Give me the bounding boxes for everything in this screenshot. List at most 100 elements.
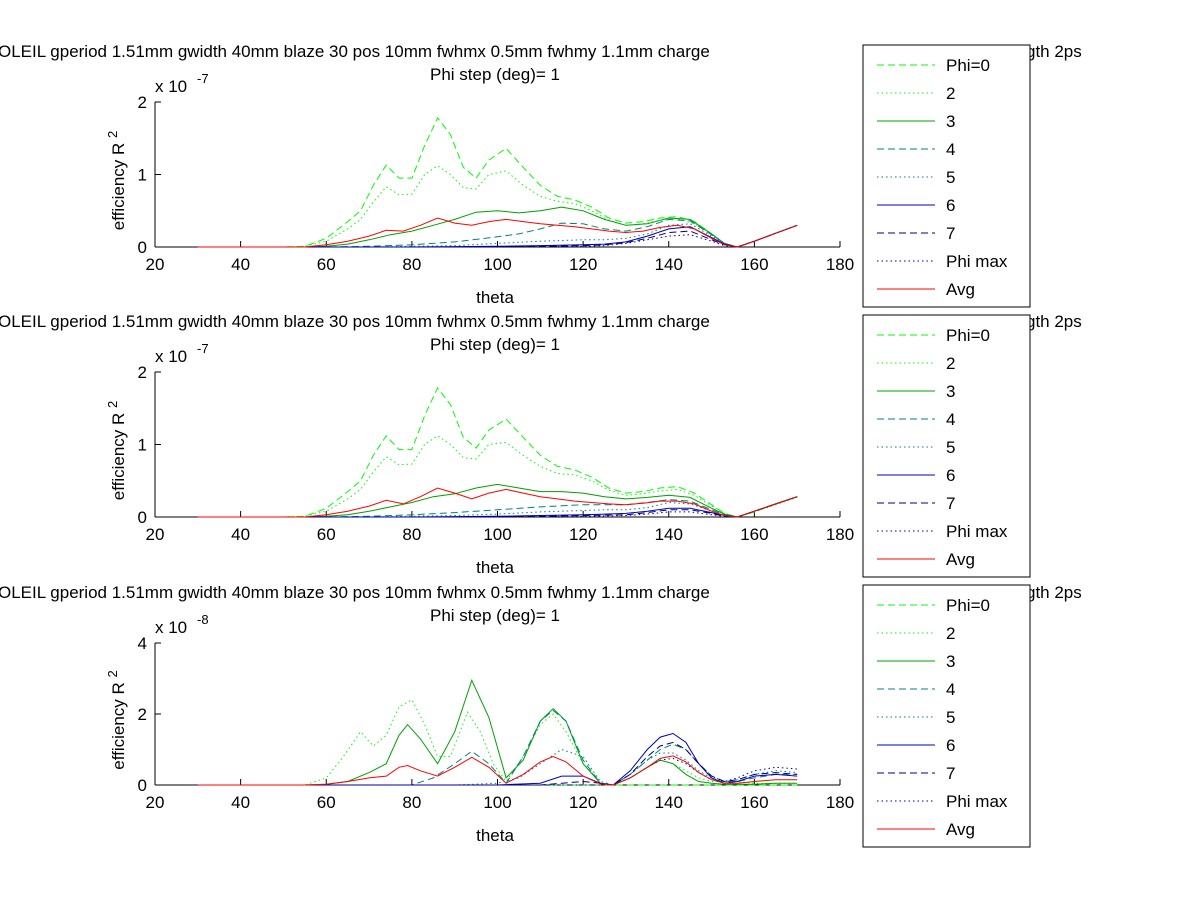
chart-panel-1: OLEIL gperiod 1.51mm gwidth 40mm blaze 3…: [0, 42, 1082, 308]
legend-label: 4: [946, 410, 955, 429]
legend-label: 3: [946, 652, 955, 671]
y-tick-label: 0: [138, 508, 147, 527]
legend-label: 6: [946, 196, 955, 215]
series-line-4: [197, 218, 798, 248]
legend: Phi=0 2 3 4 5 6 7 Phi max Avg: [862, 584, 1031, 848]
y-tick-label: 1: [138, 436, 147, 455]
y-tick-label: 4: [138, 634, 147, 653]
legend-label: 5: [946, 438, 955, 457]
legend-label: 2: [946, 354, 955, 373]
legend-label: 2: [946, 84, 955, 103]
x-tick-label: 40: [231, 525, 250, 544]
legend-label: 7: [946, 224, 955, 243]
y-exponent-value: -8: [197, 612, 209, 627]
x-axis-label: theta: [476, 288, 514, 307]
y-tick-label: 0: [138, 238, 147, 257]
series-line-7: [197, 741, 798, 786]
y-tick-label: 2: [138, 363, 147, 382]
y-exponent-label: x 10: [155, 347, 187, 366]
series-line-3: [197, 678, 798, 786]
legend-label: Phi=0: [946, 56, 990, 75]
x-axis-label: theta: [476, 558, 514, 577]
series-line-8: [197, 224, 798, 248]
legend-label: 7: [946, 764, 955, 783]
legend-label: Phi max: [946, 792, 1008, 811]
x-tick-label: 20: [146, 525, 165, 544]
chart-panel-3: OLEIL gperiod 1.51mm gwidth 40mm blaze 3…: [0, 583, 1082, 848]
chart-subtitle: Phi step (deg)= 1: [430, 335, 560, 354]
y-exponent-value: -7: [197, 71, 209, 86]
x-tick-label: 80: [402, 525, 421, 544]
legend-label: 3: [946, 382, 955, 401]
x-tick-label: 160: [740, 525, 768, 544]
x-tick-label: 100: [483, 793, 511, 812]
y-axis-label: efficiency R 2: [105, 401, 128, 501]
legend-label: 4: [946, 140, 955, 159]
chart-title: OLEIL gperiod 1.51mm gwidth 40mm blaze 3…: [0, 42, 710, 61]
x-tick-label: 100: [483, 255, 511, 274]
chart-title: OLEIL gperiod 1.51mm gwidth 40mm blaze 3…: [0, 583, 710, 602]
x-tick-label: 20: [146, 255, 165, 274]
series-line-9: [197, 755, 798, 786]
y-tick-label: 1: [138, 166, 147, 185]
y-tick-label: 2: [138, 93, 147, 112]
series-line-9: [197, 217, 798, 248]
chart-title: OLEIL gperiod 1.51mm gwidth 40mm blaze 3…: [0, 312, 710, 331]
x-tick-label: 140: [655, 793, 683, 812]
series-line-8: [197, 757, 798, 786]
legend-box: [862, 584, 1031, 848]
legend: Phi=0 2 3 4 5 6 7 Phi max Avg: [862, 314, 1031, 578]
series-line-6: [197, 732, 798, 786]
y-tick-label: 0: [138, 776, 147, 795]
series-line-9: [197, 487, 798, 518]
y-exponent-label: x 10: [155, 77, 187, 96]
legend-label: Phi=0: [946, 326, 990, 345]
y-tick-label: 2: [138, 705, 147, 724]
y-exponent-label: x 10: [155, 618, 187, 637]
x-tick-label: 60: [317, 525, 336, 544]
series-line-2: [197, 165, 798, 248]
x-tick-label: 160: [740, 255, 768, 274]
legend-label: Avg: [946, 550, 975, 569]
series-line-3: [197, 483, 798, 518]
chart-title-tail: gth 2ps: [1026, 583, 1082, 602]
x-tick-label: 120: [569, 793, 597, 812]
chart-subtitle: Phi step (deg)= 1: [430, 606, 560, 625]
x-tick-label: 160: [740, 793, 768, 812]
legend-box: [862, 44, 1031, 308]
x-tick-label: 180: [826, 793, 854, 812]
legend-label: 6: [946, 736, 955, 755]
y-axis-label: efficiency R 2: [105, 670, 128, 770]
legend-label: 7: [946, 494, 955, 513]
legend-label: 5: [946, 708, 955, 727]
x-tick-label: 80: [402, 255, 421, 274]
x-tick-label: 60: [317, 255, 336, 274]
legend-label: 6: [946, 466, 955, 485]
chart-panel-2: OLEIL gperiod 1.51mm gwidth 40mm blaze 3…: [0, 312, 1082, 578]
x-tick-label: 140: [655, 255, 683, 274]
x-tick-label: 120: [569, 525, 597, 544]
legend-label: 4: [946, 680, 955, 699]
legend-label: 2: [946, 624, 955, 643]
chart-subtitle: Phi step (deg)= 1: [430, 65, 560, 84]
legend-label: 5: [946, 168, 955, 187]
legend: Phi=0 2 3 4 5 6 7 Phi max Avg: [862, 44, 1031, 308]
chart-title-tail: gth 2ps: [1026, 312, 1082, 331]
y-axis-label: efficiency R 2: [105, 131, 128, 231]
x-tick-label: 60: [317, 793, 336, 812]
x-axis-label: theta: [476, 826, 514, 845]
series-line-2: [197, 435, 798, 518]
x-tick-label: 20: [146, 793, 165, 812]
x-tick-label: 180: [826, 255, 854, 274]
legend-label: 3: [946, 112, 955, 131]
legend-box: [862, 314, 1031, 578]
x-tick-label: 120: [569, 255, 597, 274]
x-tick-label: 140: [655, 525, 683, 544]
chart-title-tail: gth 2ps: [1026, 42, 1082, 61]
x-tick-label: 40: [231, 255, 250, 274]
legend-label: Phi max: [946, 252, 1008, 271]
y-exponent-value: -7: [197, 341, 209, 356]
x-tick-label: 100: [483, 525, 511, 544]
series-line-2: [197, 699, 798, 786]
